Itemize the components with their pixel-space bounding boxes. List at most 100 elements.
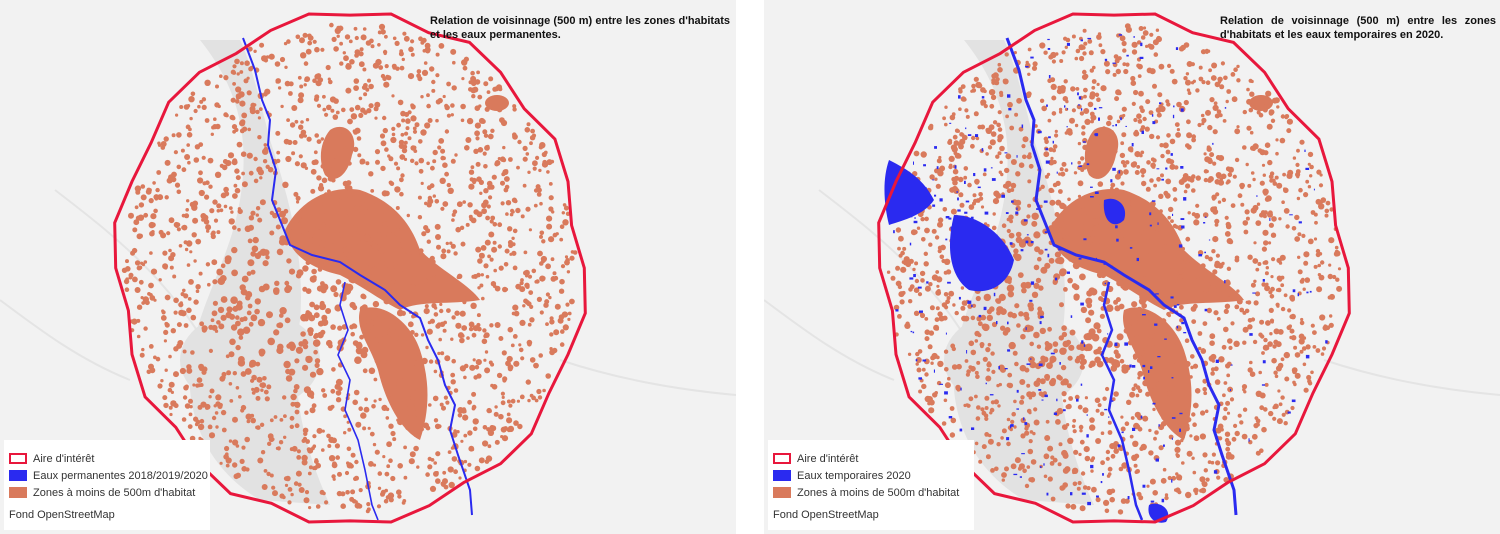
aoi-outline <box>113 12 587 524</box>
habitat-zone <box>427 456 432 461</box>
habitat-zone <box>933 324 940 331</box>
habitat-zone <box>463 56 469 62</box>
habitat-zone <box>470 75 477 82</box>
habitat-zone <box>893 304 900 311</box>
habitat-zone <box>251 245 259 253</box>
habitat-zone <box>241 112 248 119</box>
habitat-zone <box>1105 386 1110 392</box>
habitat-zone <box>1116 333 1124 341</box>
habitat-zone <box>426 328 433 335</box>
habitat-zone <box>1073 449 1079 455</box>
habitat-zone <box>1195 88 1200 93</box>
habitat-zone <box>1265 282 1269 286</box>
habitat-zone <box>523 269 530 276</box>
habitat-zone <box>260 450 266 455</box>
flood-speck <box>1078 165 1082 167</box>
habitat-zone <box>411 415 418 422</box>
habitat-zone <box>441 275 446 280</box>
habitat-zone <box>302 343 309 350</box>
habitat-zone <box>360 412 367 419</box>
habitat-zone <box>219 275 227 282</box>
flood-speck <box>1112 62 1116 64</box>
habitat-zone <box>1126 399 1132 405</box>
habitat-zone <box>372 300 380 308</box>
habitat-zone <box>1024 430 1030 436</box>
habitat-zone <box>1123 169 1129 175</box>
habitat-zone <box>1122 196 1126 200</box>
habitat-zone <box>1219 84 1225 90</box>
habitat-zone <box>1215 155 1221 160</box>
habitat-zone <box>309 301 315 308</box>
flood-speck <box>999 249 1001 252</box>
flood-speck <box>1108 416 1110 418</box>
habitat-zone <box>1068 256 1074 262</box>
habitat-zone <box>1301 233 1306 238</box>
habitat-zone <box>1061 50 1066 55</box>
habitat-zone <box>1052 341 1059 347</box>
habitat-zone <box>417 76 423 82</box>
habitat-zone <box>1122 163 1127 168</box>
habitat-zone <box>992 212 996 216</box>
habitat-zone <box>399 154 406 160</box>
habitat-zone <box>1149 218 1154 224</box>
habitat-zone <box>1194 491 1198 496</box>
habitat-zone <box>1095 497 1101 503</box>
habitat-zone <box>264 396 270 402</box>
habitat-zone <box>232 64 237 69</box>
flood-speck <box>950 226 953 230</box>
habitat-zone <box>263 146 268 152</box>
habitat-zone <box>1133 463 1138 468</box>
habitat-zone <box>1177 274 1184 280</box>
habitat-zone <box>233 473 240 480</box>
flood-speck <box>1030 358 1032 360</box>
habitat-zone <box>1048 54 1054 60</box>
habitat-zone <box>533 188 539 193</box>
habitat-zone <box>996 442 1001 447</box>
habitat-zone <box>352 129 357 133</box>
habitat-zone <box>490 362 495 367</box>
habitat-zone <box>450 158 456 164</box>
habitat-zone <box>136 304 143 310</box>
habitat-zone <box>199 321 205 327</box>
habitat-zone <box>1283 208 1290 214</box>
habitat-zone <box>333 291 339 298</box>
habitat-zone <box>1223 326 1229 333</box>
flood-speck <box>1044 394 1048 398</box>
flood-speck <box>914 217 916 219</box>
habitat-zone <box>1213 101 1218 106</box>
habitat-zone <box>498 103 505 109</box>
habitat-zone <box>1159 143 1164 148</box>
habitat-zone <box>951 146 958 153</box>
habitat-zone <box>536 296 543 302</box>
habitat-zone <box>201 155 206 160</box>
habitat-zone <box>193 259 197 263</box>
habitat-zone <box>1111 359 1119 367</box>
habitat-zone <box>351 225 358 233</box>
flood-speck <box>1077 92 1079 96</box>
habitat-zone <box>300 331 306 337</box>
habitat-zone <box>234 168 240 174</box>
habitat-zone <box>496 372 503 379</box>
habitat-zone <box>393 161 399 166</box>
habitat-zone <box>490 128 495 133</box>
habitat-zone <box>1031 291 1039 298</box>
habitat-zone <box>1029 430 1034 434</box>
habitat-zone <box>324 219 330 225</box>
habitat-zone <box>207 424 213 430</box>
flood-speck <box>1127 496 1130 500</box>
habitat-zone <box>383 81 390 88</box>
habitat-zone <box>331 36 337 43</box>
habitat-zone <box>1255 390 1262 397</box>
habitat-zone <box>204 194 210 200</box>
flood-speck <box>991 178 996 181</box>
habitat-zone <box>170 390 174 394</box>
habitat-zone <box>1055 419 1061 425</box>
habitat-zone <box>316 367 324 376</box>
habitat-zone <box>1142 116 1147 122</box>
habitat-zone <box>1102 396 1107 401</box>
habitat-zone <box>450 446 455 450</box>
habitat-zone <box>970 143 975 149</box>
habitat-zone <box>543 161 548 166</box>
habitat-zone <box>1065 503 1071 509</box>
habitat-zone <box>947 376 951 381</box>
